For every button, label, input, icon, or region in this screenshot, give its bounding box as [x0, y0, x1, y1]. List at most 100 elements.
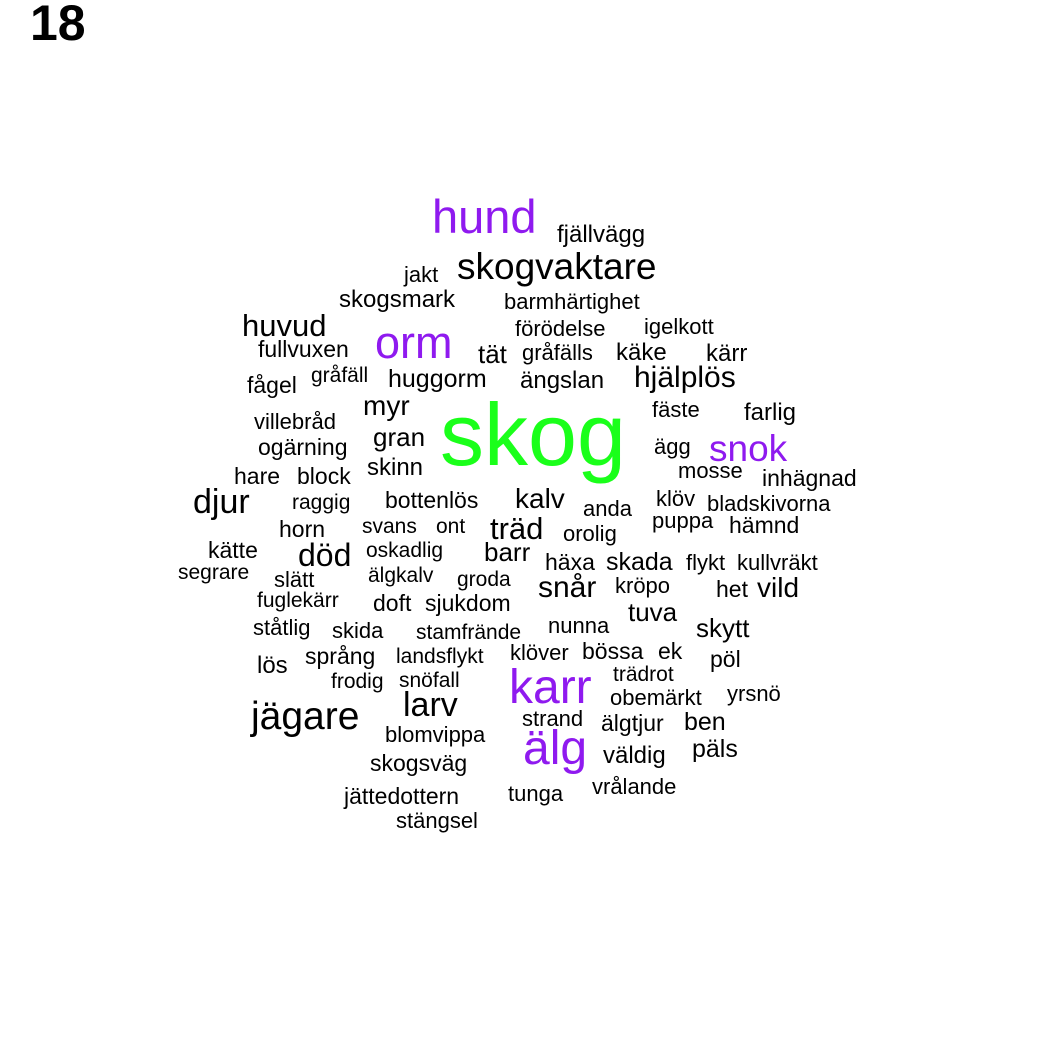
word-algtjur: älgtjur [601, 710, 664, 736]
word-dod: död [298, 537, 351, 573]
word-tuva: tuva [628, 597, 678, 627]
word-vild: vild [757, 572, 799, 603]
word-trad: träd [490, 511, 543, 546]
word-vralande: vrålande [592, 774, 676, 799]
word-larv: larv [403, 686, 458, 724]
word-los: lös [257, 652, 288, 679]
word-fjallvagg: fjällvägg [557, 221, 645, 248]
word-block: block [297, 463, 351, 489]
word-orm: orm [375, 317, 453, 368]
word-djur: djur [193, 483, 250, 521]
word-het: het [716, 576, 749, 602]
word-angslan: ängslan [520, 367, 604, 394]
word-fagel: fågel [247, 372, 297, 398]
word-orolig: orolig [563, 521, 617, 546]
word-sjukdom: sjukdom [425, 590, 511, 616]
word-doft: doft [373, 590, 412, 616]
word-nunna: nunna [548, 613, 610, 638]
word-hund: hund [432, 190, 537, 243]
word-obemarkt: obemärkt [610, 685, 702, 710]
word-stamfrande: stamfrände [416, 621, 521, 644]
word-ogarning: ogärning [258, 434, 348, 460]
word-forodelse: förödelse [515, 316, 606, 341]
word-bladskivorna: bladskivorna [707, 491, 831, 516]
word-skogsmark: skogsmark [339, 286, 456, 313]
word-tunga: tunga [508, 781, 564, 806]
word-skinn: skinn [367, 454, 423, 481]
word-fuglekarr: fuglekärr [257, 589, 339, 612]
word-grafall: gråfäll [311, 364, 368, 387]
word-pol: pöl [710, 646, 741, 672]
word-flykt: flykt [686, 550, 725, 575]
word-skida: skida [332, 618, 384, 643]
word-skada: skada [606, 548, 673, 576]
word-hamnd: hämnd [729, 512, 799, 538]
word-horn: horn [279, 516, 325, 542]
word-valdig: väldig [603, 742, 666, 769]
word-tradrot: trädrot [613, 663, 674, 686]
word-groda: groda [457, 568, 511, 591]
word-haxa: häxa [545, 549, 595, 575]
word-klover: klöver [510, 640, 569, 665]
word-barmhartighet: barmhärtighet [504, 289, 640, 314]
word-stangsel: stängsel [396, 808, 478, 833]
word-kullvrakt: kullvräkt [737, 550, 818, 575]
word-tat: tät [478, 339, 508, 369]
word-oskadlig: oskadlig [366, 539, 443, 562]
word-hare: hare [234, 463, 280, 489]
word-ont: ont [436, 515, 465, 538]
word-snok: snok [709, 428, 788, 469]
word-agg: ägg [654, 434, 691, 459]
word-inhagnad: inhägnad [762, 465, 857, 491]
word-igelkott: igelkott [644, 314, 714, 339]
word-skytt: skytt [696, 613, 750, 643]
word-ek: ek [658, 638, 683, 664]
word-blomvippa: blomvippa [385, 722, 486, 747]
word-segrare: segrare [178, 561, 249, 584]
word-barr: barr [484, 537, 531, 567]
word-grafalls: gråfälls [522, 340, 593, 365]
word-huvud: huvud [242, 308, 326, 343]
word-jattedottern: jättedottern [343, 783, 459, 809]
word-pals: päls [692, 735, 738, 763]
word-landsflykt: landsflykt [396, 645, 484, 668]
word-anda: anda [583, 496, 633, 521]
word-kake: käke [616, 339, 667, 366]
word-karr: kärr [706, 340, 747, 367]
word-frodig: frodig [331, 670, 384, 693]
word-snar: snår [538, 571, 596, 604]
word-klov: klöv [656, 486, 695, 511]
word-mosse: mosse [678, 458, 743, 483]
word-ben: ben [684, 708, 726, 736]
word-skogvaktare: skogvaktare [457, 246, 657, 287]
word-gran: gran [373, 422, 425, 452]
word-jakt: jakt [403, 262, 438, 287]
word-statlig: ståtlig [253, 615, 310, 640]
word-puppa: puppa [652, 508, 714, 533]
word-slatt: slätt [274, 567, 314, 592]
word-alg: älg [523, 722, 587, 775]
word-farlig: farlig [744, 399, 796, 426]
word-skogsvag: skogsväg [370, 750, 467, 776]
word-skog: skog [440, 385, 626, 484]
panel-label: 18 [30, 0, 86, 51]
word-algkalv: älgkalv [368, 564, 434, 587]
word-jagare: jägare [250, 695, 359, 738]
word-raggig: raggig [292, 491, 350, 514]
word-sprang: språng [305, 643, 375, 669]
word-villebrad: villebråd [254, 409, 336, 434]
word-kalv: kalv [515, 483, 565, 514]
word-bossa: bössa [582, 638, 644, 664]
word-hjalplos: hjälplös [634, 361, 736, 394]
word-snofall: snöfall [399, 669, 460, 692]
word-karr: karr [509, 661, 592, 714]
word-huggorm: huggorm [388, 365, 487, 393]
word-faste: fäste [652, 397, 700, 422]
word-myr: myr [363, 390, 410, 421]
word-strand: strand [522, 706, 583, 731]
word-fullvuxen: fullvuxen [258, 336, 349, 362]
word-bottenlos: bottenlös [385, 487, 478, 513]
word-svans: svans [362, 515, 417, 538]
